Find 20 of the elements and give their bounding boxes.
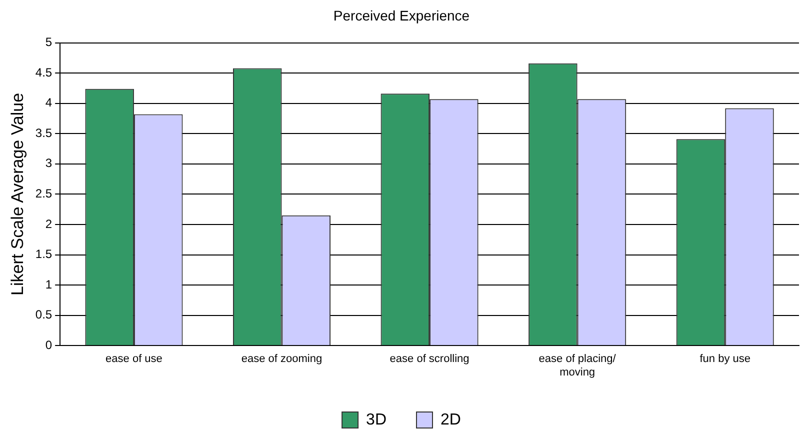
x-tick-label: ease of use <box>106 353 162 366</box>
y-tick-label: 4.5 <box>35 65 52 80</box>
legend-label: 3D <box>366 411 386 428</box>
chart-title: Perceived Experience <box>333 7 470 24</box>
y-tick-label: 2 <box>45 216 52 231</box>
y-tick-label: 1.5 <box>35 247 52 262</box>
y-tick-label: 4 <box>45 96 52 110</box>
y-tick-label: 2.5 <box>35 186 52 201</box>
y-tick-label: 0.5 <box>35 308 52 322</box>
y-tick-label: 5 <box>45 35 52 50</box>
x-tick-label: ease of placing/ moving <box>538 353 617 378</box>
y-tick-label: 0 <box>45 338 52 352</box>
y-axis-title: Likert Scale Average Value <box>8 92 27 296</box>
y-tick-label: 3.5 <box>35 126 52 140</box>
y-tick-label: 3 <box>45 156 52 170</box>
x-tick-label: ease of zooming <box>241 353 322 366</box>
y-tick-label: 1 <box>45 277 52 292</box>
x-tick-label: ease of scrolling <box>390 353 470 366</box>
legend-label: 2D <box>440 411 461 428</box>
x-tick-label: fun by use <box>700 353 750 366</box>
